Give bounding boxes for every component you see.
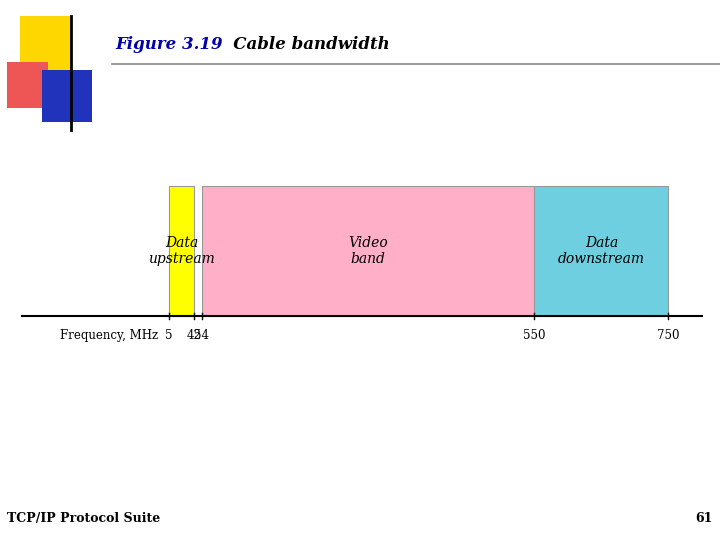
Bar (169, 186, 194, 316)
Text: 54: 54 (194, 329, 210, 342)
Text: Data
downstream: Data downstream (558, 236, 645, 266)
Text: 750: 750 (657, 329, 680, 342)
Text: TCP/IP Protocol Suite: TCP/IP Protocol Suite (7, 512, 161, 525)
Text: 61: 61 (696, 512, 713, 525)
Text: Cable bandwidth: Cable bandwidth (216, 36, 390, 53)
Bar (534, 186, 668, 316)
Text: Data
upstream: Data upstream (148, 236, 215, 266)
Text: 42: 42 (186, 329, 201, 342)
Text: 5: 5 (165, 329, 173, 342)
Text: Video
band: Video band (348, 236, 388, 266)
Text: Frequency, MHz: Frequency, MHz (60, 329, 158, 342)
Bar (7, 62, 48, 108)
Text: 550: 550 (523, 329, 546, 342)
Bar (42, 70, 92, 122)
Text: Figure 3.19: Figure 3.19 (115, 36, 222, 53)
Bar (20, 16, 72, 73)
Bar (202, 186, 534, 316)
